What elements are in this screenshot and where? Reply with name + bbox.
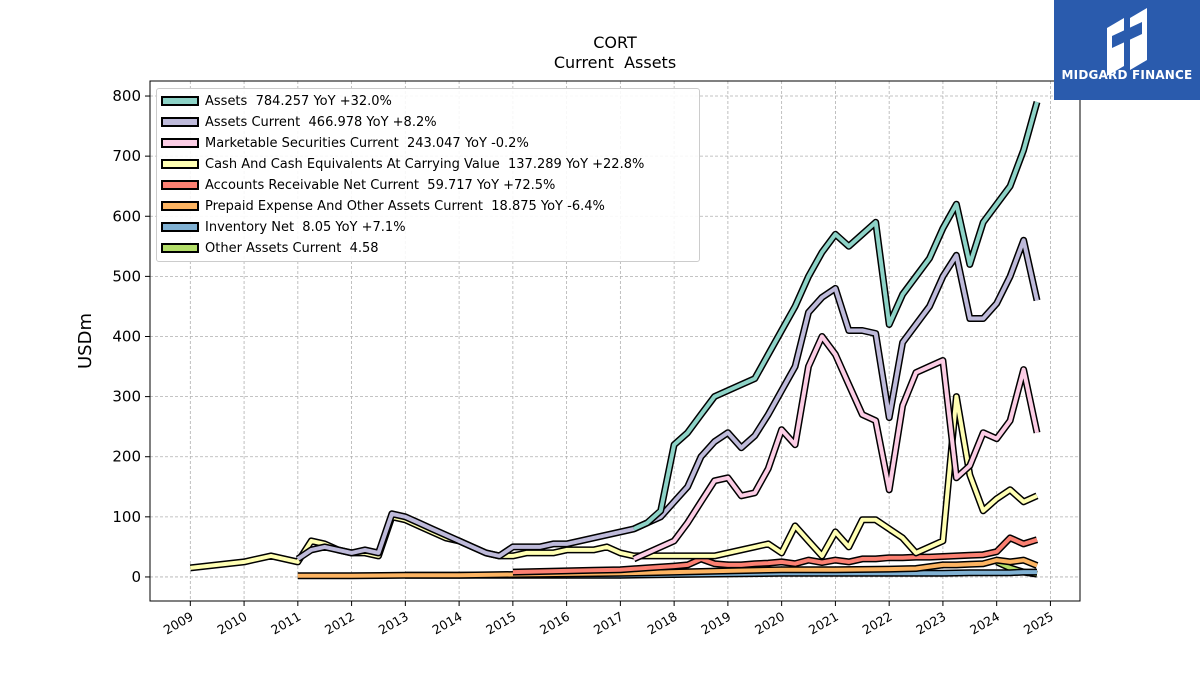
legend-swatch [161,117,199,127]
y-tick-label: 200 [112,448,141,466]
legend-swatch [161,222,199,232]
legend-label: Inventory Net 8.05 YoY +7.1% [205,219,406,235]
x-tick-label: 2025 [1021,609,1056,638]
series-line-assets [632,101,1039,531]
x-tick-label: 2013 [376,609,411,638]
x-tick-label: 2016 [537,609,572,638]
legend-item: Marketable Securities Current 243.047 Yo… [159,134,529,152]
y-tick-label: 800 [112,87,141,105]
x-tick-label: 2011 [268,609,303,638]
y-tick-label: 500 [112,267,141,285]
legend-swatch [161,96,199,106]
series-line-marketable-securities-current [632,334,1039,561]
legend-swatch [161,138,199,148]
x-tick-label: 2022 [860,609,895,638]
x-tick-label: 2021 [806,609,841,638]
series-line-assets-current [296,238,1039,561]
x-tick-label: 2009 [161,609,196,638]
legend-swatch [161,180,199,190]
legend-item: Other Assets Current 4.58 [159,239,379,257]
y-axis-label: USDm [75,313,96,369]
legend-item: Assets Current 466.978 YoY +8.2% [159,113,437,131]
legend-label: Cash And Cash Equivalents At Carrying Va… [205,156,645,172]
series-line-prepaid-expense-and-other-assets-current [297,558,1038,578]
legend-label: Accounts Receivable Net Current 59.717 Y… [205,177,556,193]
x-tick-label: 2017 [591,609,626,638]
y-tick-label: 0 [131,568,141,586]
legend-label: Other Assets Current 4.58 [205,240,379,256]
x-tick-label: 2014 [430,609,465,638]
series-line-accounts-receivable-net-current [512,535,1038,575]
x-tick-label: 2020 [752,609,787,638]
legend-swatch [161,201,199,211]
legend-label: Prepaid Expense And Other Assets Current… [205,198,605,214]
x-tick-label: 2012 [322,609,357,638]
x-tick-label: 2019 [698,609,733,638]
legend-swatch [161,243,199,253]
legend-item: Accounts Receivable Net Current 59.717 Y… [159,176,555,194]
y-tick-label: 100 [112,508,141,526]
legend-item: Inventory Net 8.05 YoY +7.1% [159,218,406,236]
legend-item: Cash And Cash Equivalents At Carrying Va… [159,155,644,173]
legend-swatch [161,159,199,169]
legend-label: Marketable Securities Current 243.047 Yo… [205,135,529,151]
y-tick-label: 300 [112,388,141,406]
x-tick-label: 2024 [967,609,1002,638]
y-tick-label: 600 [112,207,141,225]
brand-logo-icon [1107,8,1147,76]
y-tick-label: 400 [112,327,141,345]
brand-name: MIDGARD FINANCE [1061,68,1193,82]
x-tick-label: 2023 [913,609,948,638]
x-tick-label: 2010 [215,609,250,638]
x-tick-label: 2018 [645,609,680,638]
legend-item: Assets 784.257 YoY +32.0% [159,92,392,110]
y-tick-label: 700 [112,147,141,165]
chart-subtitle: Current Assets [554,53,676,72]
x-tick-label: 2015 [483,609,518,638]
legend-label: Assets 784.257 YoY +32.0% [205,93,392,109]
legend-item: Prepaid Expense And Other Assets Current… [159,197,605,215]
legend-label: Assets Current 466.978 YoY +8.2% [205,114,437,130]
plot-frame [149,80,1081,602]
chart-title: CORT [593,33,637,52]
brand-logo: MIDGARD FINANCE [1054,0,1200,100]
chart-legend: Assets 784.257 YoY +32.0% Assets Current … [156,88,700,262]
